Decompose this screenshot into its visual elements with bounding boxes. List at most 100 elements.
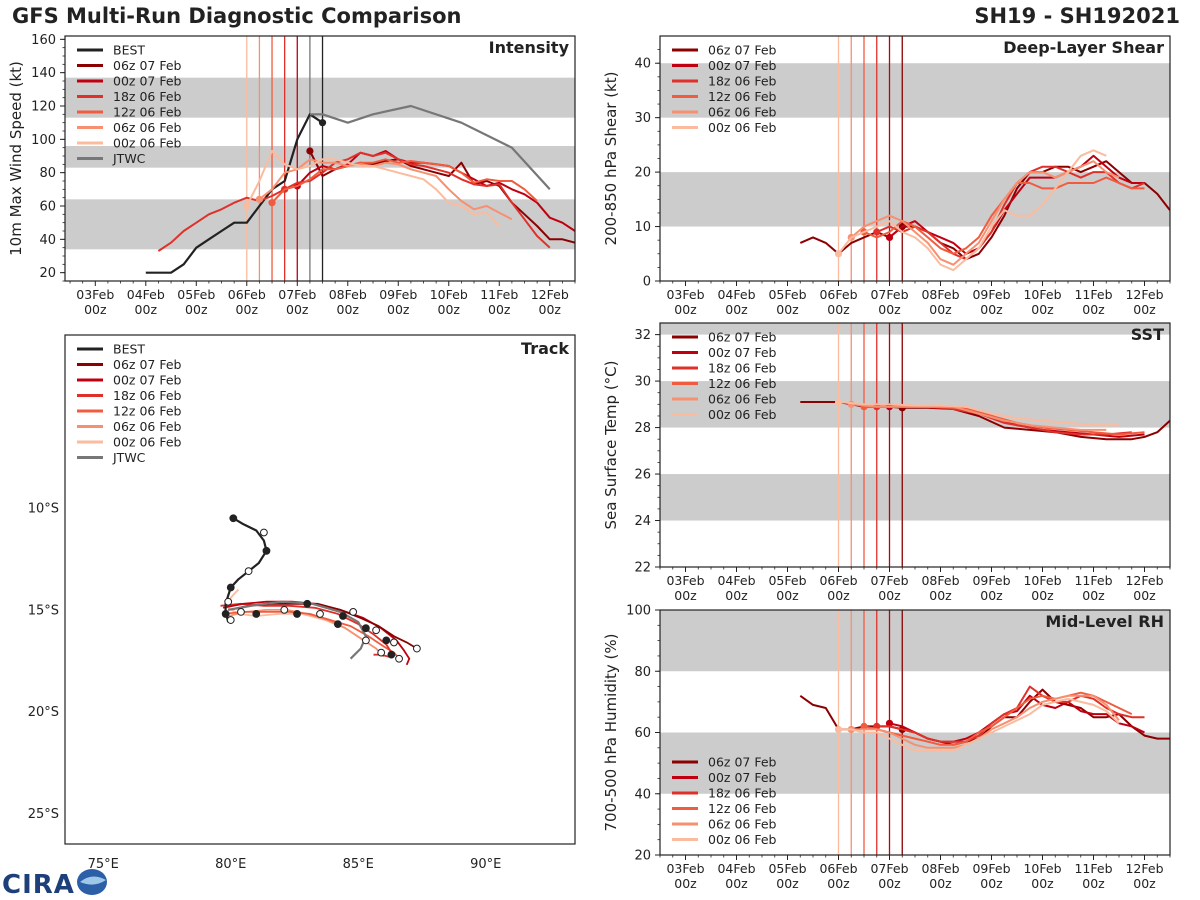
track-position-marker (362, 624, 370, 633)
series-marker (268, 199, 276, 207)
figure-title: GFS Multi-Run Diagnostic Comparison (12, 4, 462, 28)
y-tick-label: 140 (31, 66, 56, 81)
series-line-06z-06-feb (258, 158, 513, 221)
panel-title: Intensity (489, 38, 570, 57)
y-tick-label: 100 (626, 604, 651, 619)
x-tick-label-date: 12Feb (1125, 861, 1163, 876)
x-tick-label-date: 07Feb (870, 287, 908, 302)
x-tick-label-date: 10Feb (1023, 573, 1061, 588)
track-position-marker (262, 546, 271, 555)
x-tick-label-date: 12Feb (531, 287, 569, 302)
x-tick-label-hour: 00z (1133, 876, 1156, 891)
x-tick-label-date: 03Feb (76, 287, 114, 302)
track-position-marker (260, 528, 268, 537)
series-line-00z-07-feb (888, 154, 1145, 255)
x-tick-label-hour: 00z (185, 302, 208, 317)
series-line-best (145, 113, 324, 274)
x-tick-label-hour: 00z (337, 302, 360, 317)
x-tick-label-hour: 00z (725, 588, 748, 603)
panel-title: Track (521, 339, 569, 358)
legend-label: 06z 07 Feb (708, 330, 777, 345)
x-tick-label-date: 03Feb (666, 861, 704, 876)
x-tick-label-hour: 00z (1133, 302, 1156, 317)
series-line-18z-06-feb (876, 685, 1145, 743)
series-line-18z-06-feb (157, 151, 551, 252)
y-tick-label: 40 (634, 57, 651, 72)
x-tick-label-date: 06Feb (228, 287, 266, 302)
x-tick-label-hour: 00z (1082, 302, 1105, 317)
x-tick-label-hour: 00z (1133, 588, 1156, 603)
track-lon-label: 75°E (88, 857, 119, 872)
track-position-marker (387, 650, 396, 659)
y-axis-label: 200-850 hPa Shear (kt) (602, 72, 620, 246)
y-tick-label: 40 (39, 233, 56, 248)
track-position-marker (390, 638, 398, 647)
x-tick-label-date: 05Feb (768, 861, 806, 876)
x-tick-label-date: 06Feb (819, 287, 857, 302)
track-lon-label: 85°E (343, 857, 374, 872)
track-position-marker (293, 610, 301, 618)
x-tick-label-date: 08Feb (921, 861, 959, 876)
logo-swirl-icon (80, 876, 106, 885)
y-tick-label: 60 (39, 200, 56, 215)
x-tick-label-hour: 00z (1082, 876, 1105, 891)
legend-label: 12z 06 Feb (708, 801, 777, 816)
track-position-marker (382, 636, 391, 645)
y-tick-label: 30 (634, 375, 651, 390)
y-tick-label: 80 (39, 166, 56, 181)
y-tick-label: 60 (634, 726, 651, 741)
legend-label: 18z 06 Feb (708, 74, 777, 89)
series-marker (885, 719, 894, 727)
x-tick-label-hour: 00z (674, 588, 697, 603)
y-axis-label: 10m Max Wind Speed (kt) (7, 61, 25, 256)
x-tick-label-date: 09Feb (379, 287, 417, 302)
track-position-marker (339, 612, 347, 620)
x-tick-label-date: 03Feb (666, 287, 704, 302)
legend-label: 00z 06 Feb (708, 120, 777, 135)
x-tick-label-hour: 00z (878, 588, 901, 603)
x-tick-label-hour: 00z (776, 302, 799, 317)
legend-label: 00z 07 Feb (113, 74, 182, 89)
x-tick-label-date: 04Feb (127, 287, 165, 302)
x-tick-label-hour: 00z (438, 302, 461, 317)
x-tick-label-hour: 00z (725, 876, 748, 891)
track-lat-label: 10°S (28, 502, 59, 517)
legend-label: 06z 07 Feb (113, 58, 182, 73)
x-tick-label-date: 09Feb (972, 573, 1010, 588)
track-lon-label: 80°E (215, 857, 246, 872)
y-tick-label: 20 (634, 166, 651, 181)
track-position-marker (349, 607, 358, 616)
legend-label: 06z 07 Feb (708, 43, 777, 58)
x-tick-label-date: 05Feb (768, 573, 806, 588)
track-position-marker (372, 626, 381, 635)
x-tick-label-hour: 00z (674, 876, 697, 891)
series-line-00z-06-feb (245, 150, 501, 227)
y-tick-label: 0 (643, 275, 651, 290)
plot-frame (64, 35, 576, 282)
x-tick-label-hour: 00z (236, 302, 259, 317)
x-tick-label-hour: 00z (878, 302, 901, 317)
legend-label: 00z 07 Feb (708, 770, 777, 785)
x-tick-label-date: 12Feb (1125, 573, 1163, 588)
y-tick-label: 80 (634, 665, 651, 680)
x-tick-label-hour: 00z (1031, 302, 1054, 317)
x-tick-label-hour: 00z (776, 588, 799, 603)
cira-logo (77, 869, 107, 895)
y-tick-label: 26 (634, 468, 651, 483)
x-tick-label-date: 07Feb (278, 287, 316, 302)
x-tick-label-hour: 00z (980, 876, 1003, 891)
y-tick-label: 28 (634, 421, 651, 436)
x-tick-label-hour: 00z (776, 876, 799, 891)
legend-label: 06z 07 Feb (708, 755, 777, 770)
legend-label: 06z 06 Feb (708, 817, 777, 832)
x-tick-label-date: 09Feb (972, 861, 1010, 876)
plot-frame (64, 334, 576, 845)
track-position-marker (413, 644, 421, 653)
track-position-marker (303, 599, 312, 608)
series-line-jtwc (309, 104, 551, 191)
x-tick-label-hour: 00z (84, 302, 107, 317)
track-position-marker (362, 636, 370, 645)
legend-label: 00z 07 Feb (708, 58, 777, 73)
y-tick-label: 10 (634, 220, 651, 235)
shaded-band (660, 63, 1170, 118)
